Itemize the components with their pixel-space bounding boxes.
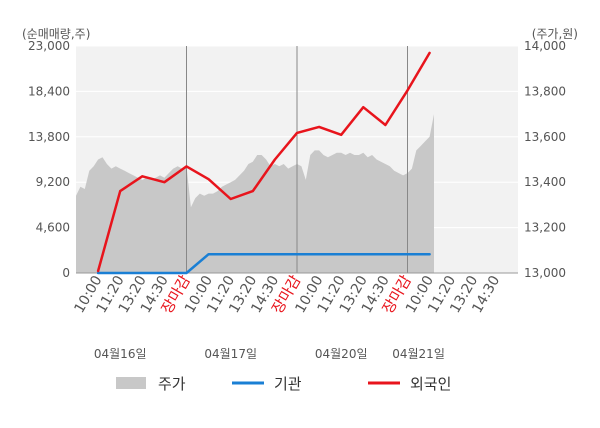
right-axis-tick-label: 13,400 — [524, 175, 566, 189]
legend: 주가 기관 외국인 — [116, 375, 451, 393]
left-axis-tick-label: 18,400 — [28, 84, 70, 98]
axes: (순매매량,주) (주가,원) 0 4,600 9,200 13,800 18,400 2… — [22, 27, 578, 361]
date-label: 04월16일 — [94, 347, 147, 361]
legend-swatch-price — [116, 377, 146, 389]
date-label: 04월21일 — [392, 347, 445, 361]
plot-area — [76, 45, 518, 275]
left-axis-tick-label: 23,000 — [28, 39, 70, 53]
series-line-foreigner — [96, 51, 431, 273]
left-axis-tick-label: 0 — [62, 266, 70, 280]
right-axis-tick-label: 14,000 — [524, 39, 566, 53]
date-label: 04월17일 — [204, 347, 257, 361]
right-axis-tick-label: 13,600 — [524, 130, 566, 144]
legend-label: 주가 — [158, 375, 186, 393]
right-axis-tick-label: 13,800 — [524, 84, 566, 98]
price-area — [76, 114, 434, 273]
legend-label: 외국인 — [410, 375, 451, 393]
left-axis-tick-label: 4,600 — [36, 221, 70, 235]
right-axis-unit-label: (주가,원) — [532, 27, 578, 41]
left-axis-tick-label: 9,200 — [36, 175, 70, 189]
left-axis-unit-label: (순매매량,주) — [22, 27, 90, 41]
series-line-institution — [96, 252, 431, 275]
legend-label: 기관 — [274, 375, 302, 393]
date-label: 04월20일 — [315, 347, 368, 361]
right-axis-tick-label: 13,000 — [524, 266, 566, 280]
right-axis-tick-label: 13,200 — [524, 221, 566, 235]
left-axis-tick-label: 13,800 — [28, 130, 70, 144]
